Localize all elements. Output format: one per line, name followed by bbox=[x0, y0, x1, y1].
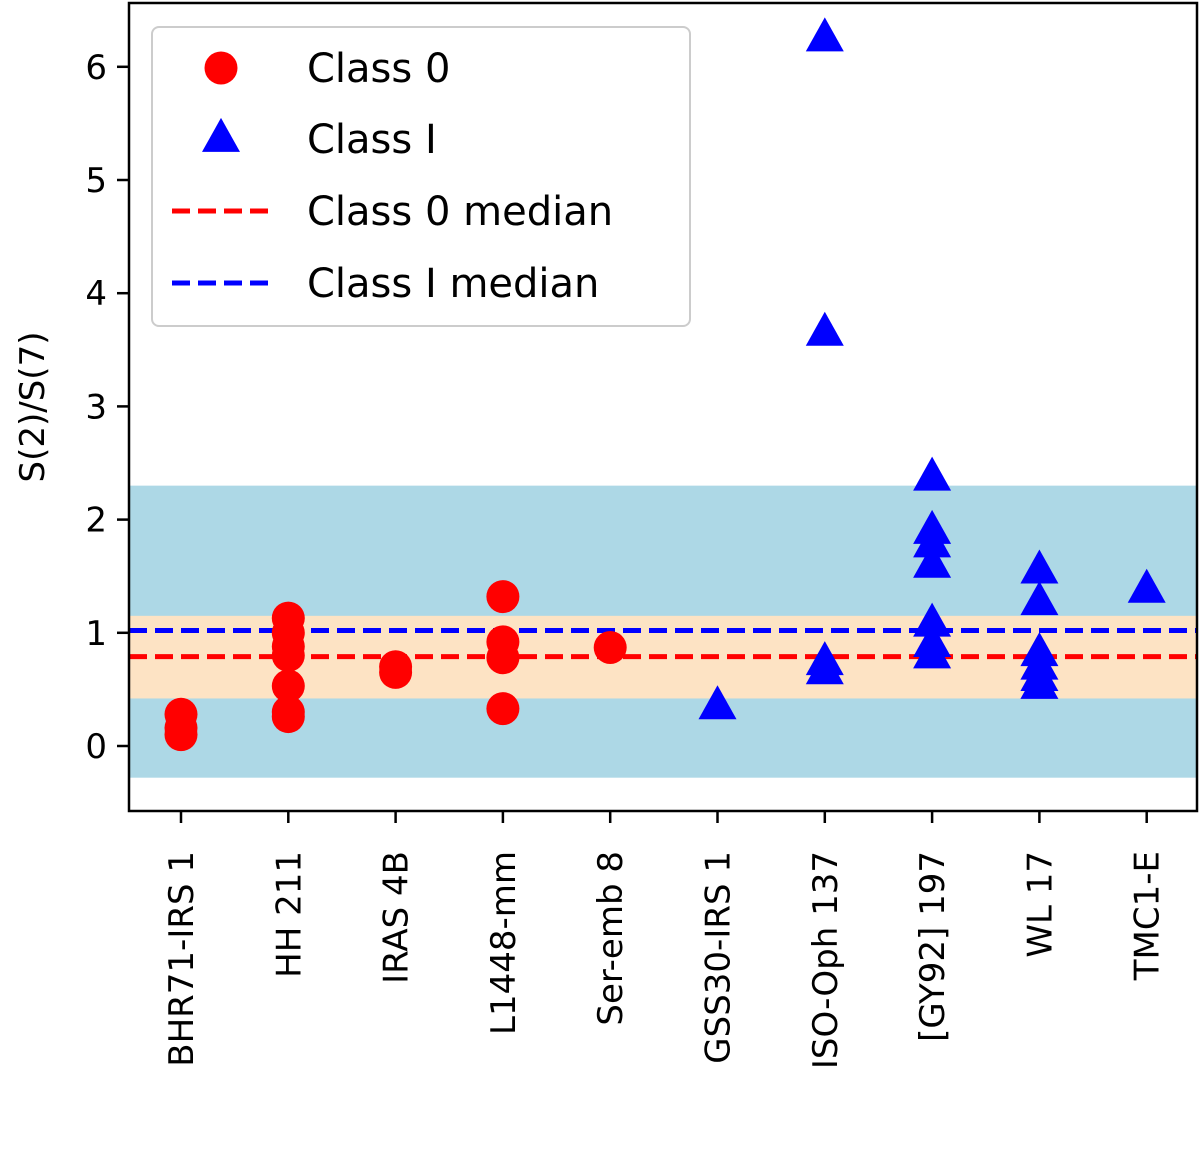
legend-class0-marker bbox=[204, 51, 238, 85]
legend-label: Class I median bbox=[307, 261, 599, 307]
x-tick-label: L1448-mm bbox=[484, 851, 524, 1035]
y-tick-label: 2 bbox=[85, 501, 107, 541]
x-axis: BHR71-IRS 1 HH 211 IRAS 4B L1448-mm Ser-emb … bbox=[162, 811, 1168, 1069]
class1-point bbox=[913, 602, 952, 637]
class0-point bbox=[271, 601, 305, 635]
class1-point bbox=[805, 17, 844, 52]
class1-point bbox=[805, 311, 844, 346]
y-tick-label: 3 bbox=[85, 387, 107, 427]
x-tick-label: TMC1-E bbox=[1128, 851, 1168, 981]
class1-point bbox=[1127, 568, 1166, 603]
class1-point bbox=[913, 509, 952, 544]
x-tick-label: BHR71-IRS 1 bbox=[162, 851, 202, 1067]
x-tick-label: ISO-Oph 137 bbox=[806, 851, 846, 1069]
class0-point bbox=[271, 695, 305, 729]
class1-point bbox=[913, 623, 952, 658]
legend-class1-marker bbox=[202, 117, 240, 152]
x-tick-label: HH 211 bbox=[269, 851, 309, 978]
legend-label: Class 0 bbox=[307, 46, 450, 92]
y-axis: 0 1 2 3 4 5 6 bbox=[85, 48, 129, 767]
class1-point bbox=[805, 641, 844, 676]
x-tick-label: [GY92] 197 bbox=[913, 851, 953, 1042]
legend-label: Class 0 median bbox=[307, 189, 613, 235]
y-axis-label: S(2)/S(7) bbox=[13, 332, 53, 483]
class0-point bbox=[593, 631, 627, 665]
data-points bbox=[164, 17, 1166, 752]
legend: Class 0 Class I Class 0 median Class I medi… bbox=[151, 26, 691, 327]
legend-label: Class I bbox=[307, 117, 437, 163]
x-tick-label: Ser-emb 8 bbox=[591, 851, 631, 1026]
class0-point bbox=[486, 625, 520, 659]
class0-point bbox=[486, 692, 520, 726]
class1-point bbox=[1020, 581, 1059, 616]
class1-point bbox=[913, 456, 952, 491]
class1-point bbox=[913, 543, 952, 578]
y-tick-label: 5 bbox=[85, 161, 107, 201]
x-tick-label: IRAS 4B bbox=[377, 851, 417, 984]
class1-point bbox=[1020, 632, 1059, 667]
median-lines bbox=[129, 628, 1197, 660]
x-tick-label: GSS30-IRS 1 bbox=[699, 851, 739, 1064]
class0-point bbox=[164, 697, 198, 731]
class0-point bbox=[271, 669, 305, 703]
class0-point bbox=[379, 650, 413, 684]
class0-point bbox=[486, 580, 520, 614]
y-tick-label: 6 bbox=[85, 48, 107, 88]
class1-point bbox=[1020, 549, 1059, 584]
x-tick-label: WL 17 bbox=[1020, 851, 1060, 958]
class1-point bbox=[698, 685, 737, 720]
y-tick-label: 1 bbox=[85, 614, 107, 654]
y-tick-label: 0 bbox=[85, 727, 107, 767]
legend-box bbox=[151, 26, 691, 327]
y-tick-label: 4 bbox=[85, 274, 107, 314]
